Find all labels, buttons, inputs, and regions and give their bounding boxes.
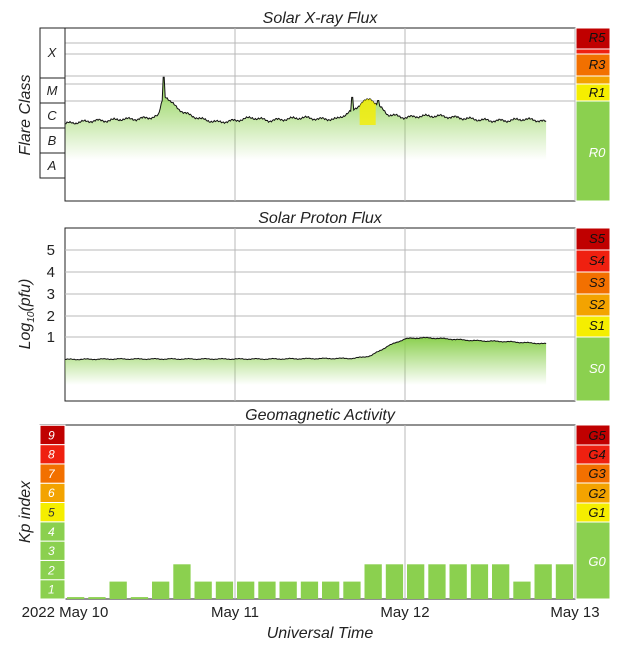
kp-level-label-4: 4: [48, 525, 55, 539]
proton-flux-fill: [65, 337, 547, 385]
kp-bar: [534, 564, 552, 599]
scale-s1: S1: [589, 318, 605, 333]
x-label-may13: May 13: [550, 604, 599, 621]
kp-bar: [258, 581, 276, 599]
xray-flux-highlight: [359, 98, 376, 125]
kp-bars: [67, 564, 574, 599]
kp-bar: [449, 564, 467, 599]
kp-level-label-3: 3: [48, 544, 55, 558]
x-label-may12: May 12: [380, 604, 429, 621]
scale-s5: S5: [589, 231, 606, 246]
kp-level-label-7: 7: [48, 467, 56, 481]
kp-bar: [555, 564, 574, 599]
flare-class-x: X: [47, 45, 58, 60]
scale-s3: S3: [589, 275, 606, 290]
kp-bar: [322, 581, 340, 599]
geomagnetic-storm-scale: G5 G4 G3 G2 G1 G0: [575, 424, 611, 600]
kp-level-axis: 1 2 3 4 5 6 7 8 9: [39, 424, 66, 600]
kp-bar: [492, 564, 510, 599]
xray-panel: X M C B A Flare Class R5 R3 R1 R0: [17, 27, 611, 202]
scale-s4: S4: [589, 253, 605, 268]
geomag-title: Geomagnetic Activity: [245, 407, 396, 424]
x-label-may10: 2022 May 10: [22, 604, 109, 621]
proton-title: Solar Proton Flux: [258, 210, 383, 227]
kp-bar: [88, 597, 106, 599]
kp-bar: [407, 564, 425, 599]
kp-bar: [470, 564, 489, 599]
scale-s2: S2: [589, 297, 606, 312]
kp-bar: [513, 581, 531, 599]
scale-g5: G5: [588, 428, 606, 443]
x-label-may11: May 11: [211, 604, 259, 621]
kp-level-label-6: 6: [48, 486, 55, 500]
scale-g4: G4: [588, 447, 605, 462]
kp-bar: [194, 581, 212, 599]
kp-bar: [215, 581, 234, 599]
kp-bar: [343, 581, 361, 599]
xray-title: Solar X-ray Flux: [263, 10, 379, 27]
kp-level-9: [39, 424, 66, 446]
kp-bar: [279, 581, 297, 599]
scale-r5: R5: [589, 30, 606, 45]
xray-plot-frame: [64, 27, 611, 202]
xray-ylabel: Flare Class: [17, 75, 34, 156]
proton-tick-4: 4: [47, 264, 55, 281]
kp-level-label-9: 9: [48, 428, 55, 442]
kp-level-label-8: 8: [48, 448, 55, 462]
xray-flux-fill: [65, 77, 547, 160]
kp-level-label-1: 1: [48, 583, 55, 597]
radiation-storm-scale: S5 S4 S3 S2 S1 S0: [575, 227, 611, 402]
kp-bar: [364, 564, 382, 599]
scale-g0: G0: [588, 554, 606, 569]
kp-bar: [130, 597, 149, 599]
geomag-panel: 1 2 3 4 5 6 7 8 9 G5 G4 G3 G2 G1 G0 Kp index: [17, 424, 611, 600]
scale-g2: G2: [588, 486, 606, 501]
kp-level-label-2: 2: [47, 563, 55, 577]
kp-bar: [67, 597, 85, 599]
radio-blackout-scale: R5 R3 R1 R0: [575, 27, 611, 202]
geomag-ylabel: Kp index: [17, 480, 34, 543]
proton-ylabel: Log10(pfu): [17, 279, 37, 350]
scale-s0: S0: [589, 361, 606, 376]
proton-tick-3: 3: [47, 286, 55, 303]
kp-bar: [428, 564, 446, 599]
scale-r3: R3: [589, 57, 606, 72]
kp-bar: [300, 581, 319, 599]
proton-flux-line: [64, 336, 547, 361]
proton-tick-1: 1: [47, 329, 55, 346]
xray-flux-line: [65, 76, 547, 125]
proton-tick-5: 5: [47, 242, 55, 259]
x-axis-title: Universal Time: [267, 625, 374, 642]
flare-class-a: A: [47, 158, 57, 173]
flare-class-m: M: [47, 83, 58, 98]
flare-class-axis: X M C B A: [39, 27, 66, 179]
scale-r0: R0: [589, 145, 606, 160]
flare-class-b: B: [48, 133, 57, 148]
scale-g3: G3: [588, 466, 606, 481]
kp-bar: [109, 581, 127, 599]
flare-class-c: C: [47, 108, 57, 123]
kp-level-label-5: 5: [48, 506, 55, 520]
kp-bar: [385, 564, 404, 599]
geomag-plot-frame: [39, 424, 611, 600]
proton-tick-2: 2: [47, 308, 55, 325]
scale-g1: G1: [588, 505, 605, 520]
kp-bar: [237, 581, 255, 599]
kp-bar: [173, 564, 191, 599]
proton-panel: 1 2 3 4 5 Log10(pfu) S5 S4 S3 S2 S1 S0: [17, 227, 611, 402]
kp-bar: [152, 581, 170, 599]
scale-r1: R1: [589, 85, 606, 100]
